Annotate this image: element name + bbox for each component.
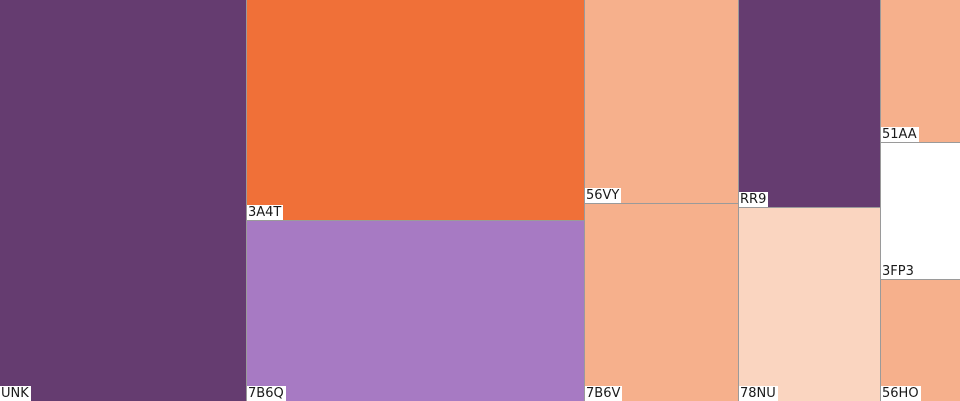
treemap-tile-rr9: RR9 <box>739 0 880 207</box>
treemap-tile-label: RR9 <box>739 192 769 207</box>
treemap-tile-7b6q: 7B6Q <box>247 221 584 401</box>
treemap-tile-51aa: 51AA <box>881 0 960 142</box>
treemap-tile-label: 56HO <box>881 386 921 401</box>
treemap-tile-label: 78NU <box>739 386 778 401</box>
treemap-tile-label: 51AA <box>881 127 919 142</box>
treemap-tile-label: 3FP3 <box>881 264 916 279</box>
treemap-tile-3a4t: 3A4T <box>247 0 584 220</box>
treemap-tile-label: 7B6Q <box>247 386 286 401</box>
treemap-tile-label: UNK <box>0 386 31 401</box>
treemap-tile-label: 3A4T <box>247 205 284 220</box>
treemap-tile-3fp3: 3FP3 <box>881 143 960 279</box>
treemap-tile-label: 7B6V <box>585 386 623 401</box>
treemap-tile-label: 56VY <box>585 188 622 203</box>
treemap-tile-7b6v: 7B6V <box>585 204 738 401</box>
treemap-tile-56ho: 56HO <box>881 280 960 401</box>
treemap-tile-unk: UNK <box>0 0 246 401</box>
treemap-tile-78nu: 78NU <box>739 208 880 401</box>
treemap-tile-56vy: 56VY <box>585 0 738 203</box>
